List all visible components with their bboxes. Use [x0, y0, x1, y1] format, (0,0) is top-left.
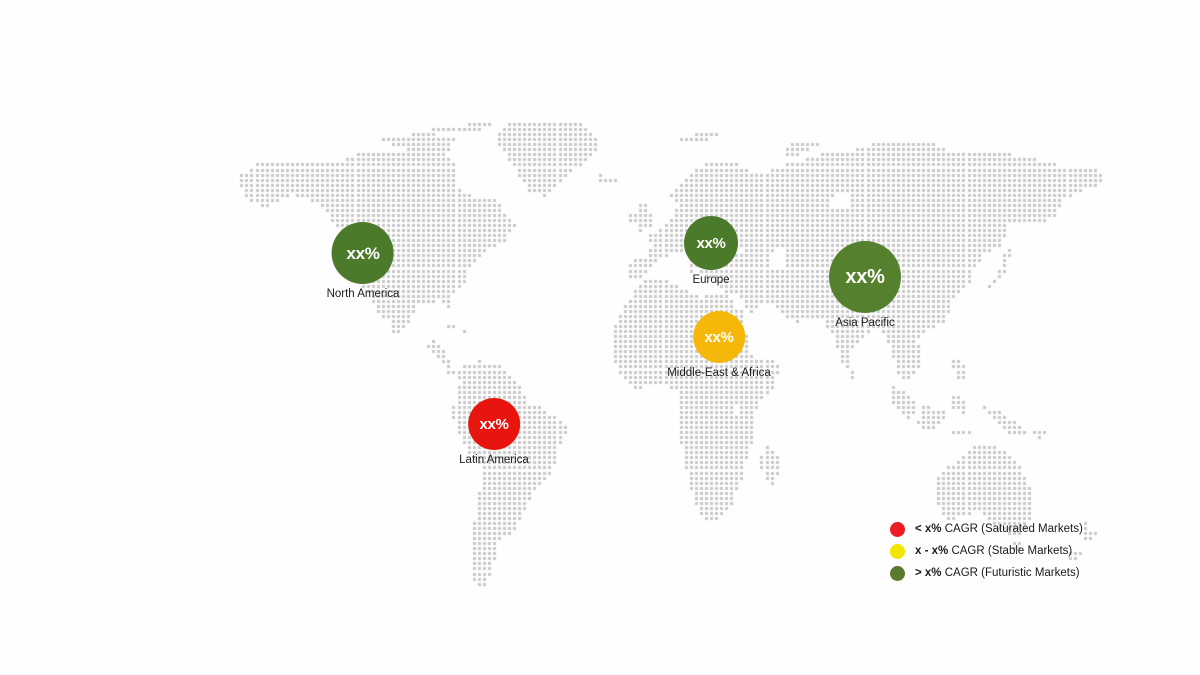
region-north-america[interactable]: xx% North America [326, 222, 400, 300]
legend-item-saturated[interactable]: < x% CAGR (Saturated Markets) [890, 518, 1083, 540]
legend-prefix-futuristic: > x% [915, 567, 942, 579]
region-label-asia-pacific: Asia Pacific [835, 317, 895, 329]
region-bubble-asia-pacific[interactable]: xx% [829, 241, 901, 313]
legend-label-futuristic: > x% CAGR (Futuristic Markets) [915, 567, 1080, 579]
legend-label-saturated: < x% CAGR (Saturated Markets) [915, 523, 1083, 535]
legend-prefix-stable: x - x% [915, 545, 949, 557]
region-bubble-north-america[interactable]: xx% [331, 222, 394, 284]
region-middle-east-africa[interactable]: xx% Middle-East & Africa [667, 311, 771, 379]
region-asia-pacific[interactable]: xx% Asia Pacific [829, 241, 901, 329]
region-label-north-america: North America [326, 288, 400, 300]
region-label-europe: Europe [692, 274, 730, 286]
region-bubble-europe[interactable]: xx% [684, 216, 738, 270]
legend: < x% CAGR (Saturated Markets) x - x% CAGR… [890, 518, 1083, 584]
legend-dot-futuristic-icon [890, 565, 905, 581]
legend-suffix-futuristic: CAGR (Futuristic Markets) [941, 567, 1080, 579]
legend-prefix-saturated: < x% [915, 523, 942, 535]
legend-dot-saturated-icon [890, 521, 905, 537]
legend-item-futuristic[interactable]: > x% CAGR (Futuristic Markets) [890, 562, 1083, 584]
region-bubble-latin-america[interactable]: xx% [468, 398, 520, 450]
region-latin-america[interactable]: xx% Latin America [459, 398, 529, 466]
legend-item-stable[interactable]: x - x% CAGR (Stable Markets) [890, 540, 1083, 562]
region-europe[interactable]: xx% Europe [684, 216, 738, 286]
legend-suffix-stable: CAGR (Stable Markets) [948, 545, 1073, 557]
legend-dot-stable-icon [890, 543, 905, 559]
region-bubble-middle-east-africa[interactable]: xx% [692, 311, 745, 363]
region-label-latin-america: Latin America [459, 454, 529, 466]
region-label-middle-east-africa: Middle-East & Africa [667, 367, 771, 379]
legend-label-stable: x - x% CAGR (Stable Markets) [915, 545, 1072, 557]
legend-suffix-saturated: CAGR (Saturated Markets) [941, 523, 1083, 535]
